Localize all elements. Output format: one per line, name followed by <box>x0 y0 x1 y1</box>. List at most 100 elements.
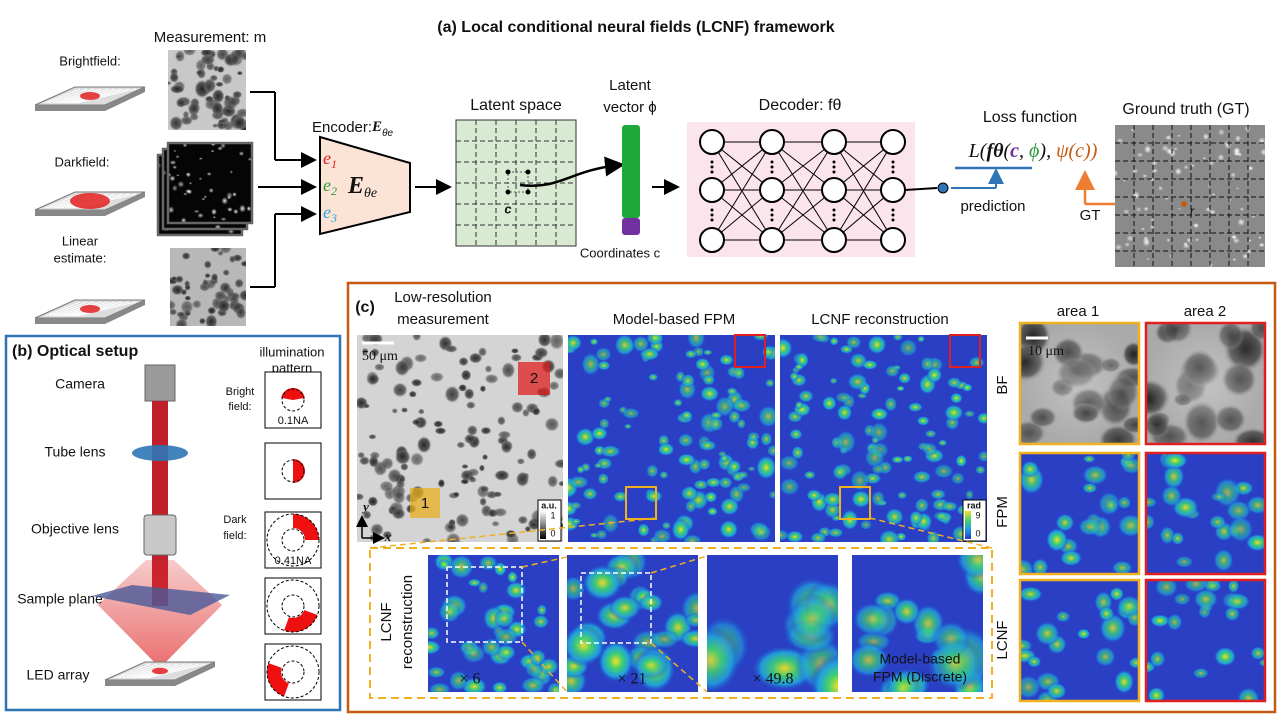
label: FPM (Discrete) <box>873 669 967 685</box>
cell <box>568 335 583 352</box>
cell <box>912 470 932 484</box>
cell <box>805 489 823 502</box>
cell <box>747 466 756 472</box>
sample-plane <box>92 585 230 615</box>
cell <box>835 429 857 455</box>
cell <box>1154 580 1179 598</box>
label: Ground truth (GT) <box>1122 101 1249 118</box>
cell <box>204 314 218 326</box>
cell <box>510 353 523 362</box>
light-cone <box>98 560 222 668</box>
cell <box>1120 453 1137 461</box>
weight <box>711 189 773 241</box>
cell <box>836 404 853 422</box>
cell <box>193 209 200 214</box>
cell <box>203 78 217 93</box>
component-label: Tube lens <box>45 444 106 460</box>
cell <box>1257 137 1265 145</box>
led-row <box>56 88 102 104</box>
cell <box>478 464 485 472</box>
text-run: E <box>347 173 364 199</box>
cell <box>484 373 499 384</box>
cell <box>210 149 215 153</box>
image <box>852 555 983 692</box>
cell <box>169 160 177 165</box>
cell <box>785 530 804 542</box>
cell <box>593 462 603 469</box>
cell <box>757 404 775 429</box>
cell <box>538 657 559 676</box>
ellipsis-dot <box>832 218 836 222</box>
cell <box>974 465 986 475</box>
tube-lens <box>132 445 188 461</box>
cell <box>1168 253 1174 259</box>
cell <box>1149 614 1171 628</box>
cell <box>238 151 245 156</box>
cell <box>209 248 221 253</box>
cell <box>198 157 203 160</box>
cell <box>239 204 246 213</box>
cell <box>1227 580 1240 594</box>
cell <box>645 463 659 479</box>
na-circle <box>281 528 305 552</box>
cell <box>1258 658 1265 668</box>
cell <box>717 450 727 458</box>
led-board-side <box>105 662 215 686</box>
label: Measurement: m <box>154 29 267 46</box>
cell <box>1104 497 1119 514</box>
camera <box>144 364 176 402</box>
cell <box>1031 557 1049 574</box>
cell <box>766 444 775 457</box>
cell <box>1146 496 1158 509</box>
cell <box>380 457 394 470</box>
cell <box>1113 669 1135 695</box>
cell <box>1236 686 1261 701</box>
cell <box>501 361 516 379</box>
cell <box>526 448 537 461</box>
cell <box>202 278 209 287</box>
cell <box>1122 209 1130 215</box>
cell <box>1142 174 1148 178</box>
text-run: 1 <box>331 157 337 171</box>
cell <box>217 146 223 151</box>
cell <box>182 110 190 119</box>
cell <box>736 482 752 493</box>
cell <box>1173 592 1192 606</box>
label: 0.41NA <box>275 555 312 567</box>
led-board-side <box>35 87 145 111</box>
ellipsis-dot <box>770 165 774 169</box>
label: Brightfield: <box>59 53 120 68</box>
colorbar <box>540 511 546 539</box>
cell <box>558 480 563 487</box>
cell <box>463 433 477 445</box>
cell <box>370 523 384 537</box>
text-run: θe <box>382 128 393 139</box>
cell <box>702 349 713 356</box>
cell <box>537 335 552 348</box>
cell <box>515 471 530 488</box>
cell <box>1020 558 1035 574</box>
image <box>357 335 563 542</box>
led-row <box>52 301 95 317</box>
cell <box>175 98 187 108</box>
cell <box>1173 147 1179 151</box>
cell <box>491 681 508 692</box>
cell <box>187 102 201 114</box>
cell <box>746 431 761 442</box>
cell <box>597 360 611 371</box>
cell <box>180 217 187 223</box>
cell <box>212 216 216 219</box>
weight <box>771 141 835 241</box>
cell <box>955 454 968 468</box>
cell <box>680 373 696 388</box>
cell <box>168 81 172 86</box>
label: y <box>361 499 369 514</box>
cell <box>222 120 234 130</box>
ellipsis-dot <box>770 170 774 174</box>
led-row <box>52 88 95 104</box>
cell <box>946 376 962 389</box>
label: area 2 <box>1184 303 1227 320</box>
cell <box>206 172 212 176</box>
cell <box>567 624 606 667</box>
cell <box>468 352 483 364</box>
